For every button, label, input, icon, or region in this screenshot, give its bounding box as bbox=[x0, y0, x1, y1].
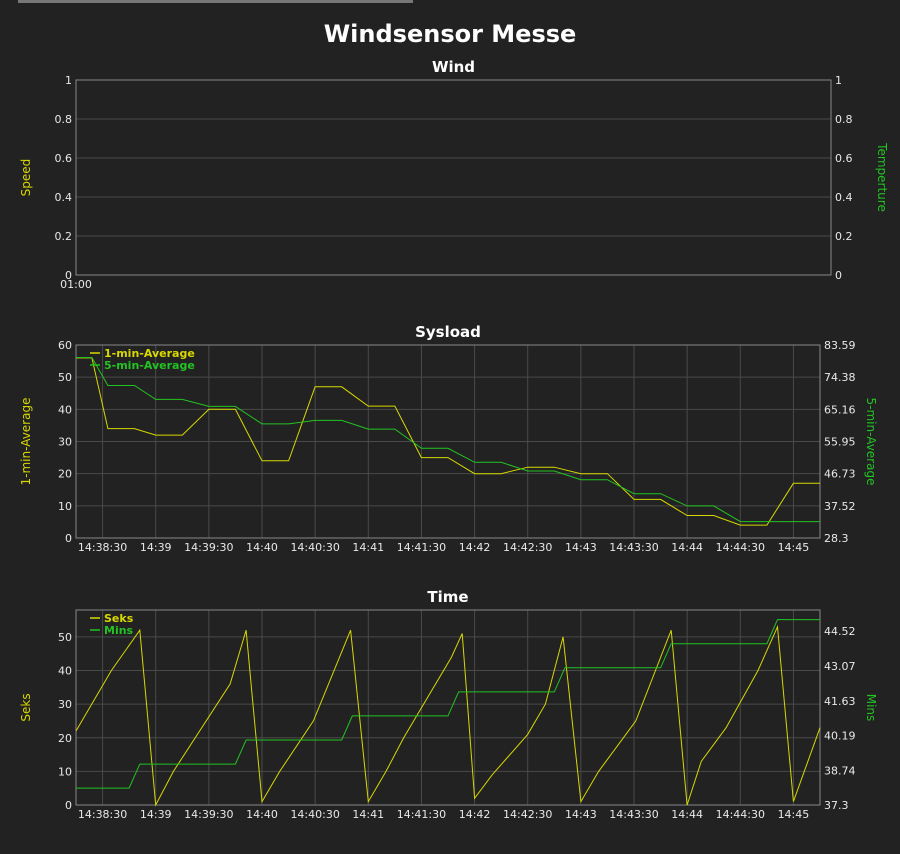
y2-tick-label: 37.52 bbox=[824, 500, 856, 513]
x-tick-label: 14:39:30 bbox=[184, 541, 233, 554]
y-tick-label: 10 bbox=[58, 500, 72, 513]
sysload-chart: Sysload 0 10 20 30 40 50 60 28.3 37.52 46.73 55.95 6… bbox=[19, 323, 878, 554]
y2-tick-label: 41.63 bbox=[824, 695, 856, 708]
legend-label: Seks bbox=[104, 612, 134, 625]
x-tick-label: 14:39:30 bbox=[184, 808, 233, 821]
x-tick-label: 14:45 bbox=[778, 808, 810, 821]
y-tick-label: 50 bbox=[58, 631, 72, 644]
y-axis-label: Speed bbox=[19, 159, 33, 197]
y-tick-label: 30 bbox=[58, 436, 72, 449]
x-tick-label: 14:42:30 bbox=[503, 541, 552, 554]
y-tick-label: 30 bbox=[58, 698, 72, 711]
y2-tick-label: 65.16 bbox=[824, 403, 856, 416]
y2-tick-label: 83.59 bbox=[824, 339, 856, 352]
x-tick-label: 14:40 bbox=[246, 808, 278, 821]
x-tick-label: 14:41:30 bbox=[397, 808, 446, 821]
y2-tick-label: 1 bbox=[835, 74, 842, 87]
x-tick-label: 14:44 bbox=[671, 808, 703, 821]
y-tick-label: 60 bbox=[58, 339, 72, 352]
y2-axis-label: 5-min-Average bbox=[864, 398, 878, 486]
series-line-0 bbox=[76, 357, 820, 526]
x-tick-label: 14:44:30 bbox=[716, 808, 765, 821]
plot-frame bbox=[75, 609, 821, 806]
y2-tick-label: 37.3 bbox=[824, 799, 849, 812]
plot-frame bbox=[75, 344, 821, 539]
x-tick-label: 14:41 bbox=[352, 541, 384, 554]
x-tick-label: 14:44 bbox=[671, 541, 703, 554]
wind-chart: Wind 0 0.2 0.4 0.6 0.8 1 0 0.2 0.4 0.6 0.8 1 01:00 Spe… bbox=[19, 58, 889, 291]
y-tick-label: 10 bbox=[58, 765, 72, 778]
x-tick-label: 14:42 bbox=[459, 541, 491, 554]
x-tick-label: 14:42 bbox=[459, 808, 491, 821]
x-tick-label: 14:43:30 bbox=[609, 541, 658, 554]
y-tick-label: 0.2 bbox=[55, 230, 73, 243]
y2-tick-label: 55.95 bbox=[824, 435, 856, 448]
x-tick-label: 14:44:30 bbox=[716, 541, 765, 554]
y2-axis-label: Temperture bbox=[875, 142, 889, 212]
chart-title: Sysload bbox=[415, 323, 481, 341]
plot-frame bbox=[75, 79, 832, 276]
x-tick-label: 14:43:30 bbox=[609, 808, 658, 821]
x-tick-label: 14:42:30 bbox=[503, 808, 552, 821]
y-tick-label: 0.8 bbox=[55, 113, 73, 126]
chart-title: Wind bbox=[432, 58, 475, 76]
x-tick-label: 14:43 bbox=[565, 541, 597, 554]
y-tick-label: 40 bbox=[58, 665, 72, 678]
legend-label: Mins bbox=[104, 624, 134, 637]
y-tick-label: 20 bbox=[58, 732, 72, 745]
y-tick-label: 50 bbox=[58, 371, 72, 384]
y-tick-label: 0 bbox=[65, 532, 72, 545]
y-tick-label: 0.6 bbox=[55, 152, 73, 165]
y2-tick-label: 40.19 bbox=[824, 729, 856, 742]
y2-tick-label: 0.6 bbox=[835, 152, 853, 165]
y-tick-label: 0.4 bbox=[55, 191, 73, 204]
y-tick-label: 0 bbox=[65, 269, 72, 282]
x-tick-label: 14:40:30 bbox=[290, 541, 339, 554]
time-chart: Time 0 10 20 30 40 50 37.3 38.74 40.19 41.63 43.07 4… bbox=[19, 588, 878, 821]
y2-tick-label: 38.74 bbox=[824, 764, 856, 777]
y2-tick-label: 43.07 bbox=[824, 660, 856, 673]
x-tick-label: 14:43 bbox=[565, 808, 597, 821]
legend-label: 5-min-Average bbox=[104, 359, 195, 372]
y2-tick-label: 0.8 bbox=[835, 113, 853, 126]
y-axis-label: 1-min-Average bbox=[19, 398, 33, 486]
x-tick-label: 14:38:30 bbox=[78, 808, 127, 821]
y2-tick-label: 74.38 bbox=[824, 371, 856, 384]
x-tick-label: 14:39 bbox=[140, 541, 172, 554]
y-tick-label: 20 bbox=[58, 468, 72, 481]
y2-tick-label: 28.3 bbox=[824, 532, 849, 545]
y-tick-label: 1 bbox=[65, 74, 72, 87]
legend-label: 1-min-Average bbox=[104, 347, 195, 360]
x-tick-label: 14:40 bbox=[246, 541, 278, 554]
x-tick-label: 14:39 bbox=[140, 808, 172, 821]
series-line-0 bbox=[75, 624, 821, 807]
series-line-1 bbox=[76, 619, 820, 789]
chart-title: Time bbox=[427, 588, 468, 606]
x-tick-label: 14:45 bbox=[778, 541, 810, 554]
x-tick-label: 14:41 bbox=[352, 808, 384, 821]
x-tick-label: 01:00 bbox=[60, 278, 92, 291]
page-title: Windsensor Messe bbox=[323, 20, 577, 48]
y2-axis-label: Mins bbox=[864, 694, 878, 722]
y-tick-label: 0 bbox=[65, 799, 72, 812]
y-axis-label: Seks bbox=[19, 693, 33, 721]
x-tick-label: 14:40:30 bbox=[290, 808, 339, 821]
y2-tick-label: 46.73 bbox=[824, 468, 856, 481]
series-line-1 bbox=[76, 357, 820, 523]
x-tick-label: 14:38:30 bbox=[78, 541, 127, 554]
y-tick-label: 40 bbox=[58, 403, 72, 416]
y2-tick-label: 0.2 bbox=[835, 230, 853, 243]
top-scrollbar[interactable] bbox=[18, 0, 413, 3]
y2-tick-label: 0.4 bbox=[835, 191, 853, 204]
x-tick-label: 14:41:30 bbox=[397, 541, 446, 554]
y2-tick-label: 44.52 bbox=[824, 625, 856, 638]
y2-tick-label: 0 bbox=[835, 269, 842, 282]
